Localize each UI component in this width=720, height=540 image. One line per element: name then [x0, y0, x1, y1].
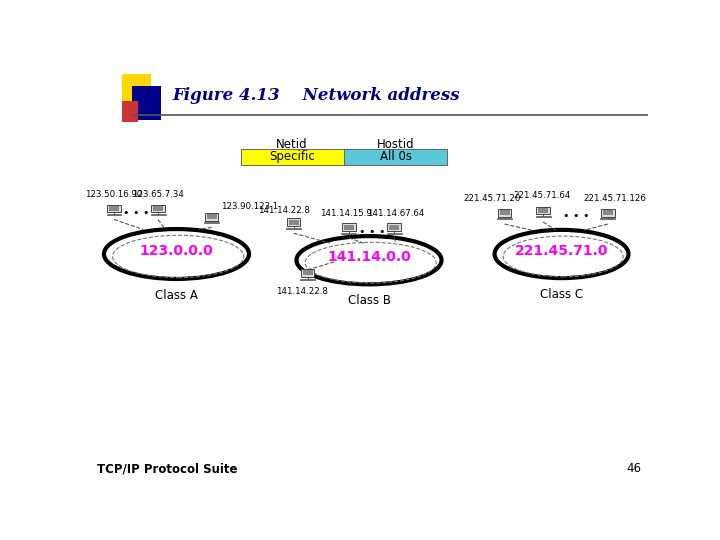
- FancyBboxPatch shape: [341, 233, 356, 234]
- Text: 123.65.7.34: 123.65.7.34: [132, 190, 184, 199]
- FancyBboxPatch shape: [300, 279, 315, 280]
- Text: Netid: Netid: [276, 138, 308, 151]
- Text: 123.50.16.90: 123.50.16.90: [86, 190, 143, 199]
- FancyBboxPatch shape: [204, 222, 219, 224]
- FancyBboxPatch shape: [500, 210, 510, 215]
- FancyBboxPatch shape: [132, 85, 161, 120]
- FancyBboxPatch shape: [601, 209, 615, 217]
- FancyBboxPatch shape: [287, 228, 301, 229]
- Ellipse shape: [495, 230, 629, 278]
- Text: Specific: Specific: [269, 150, 315, 163]
- FancyBboxPatch shape: [344, 149, 447, 165]
- Text: • • •: • • •: [359, 227, 385, 237]
- Text: 221.45.71.20: 221.45.71.20: [463, 194, 521, 203]
- FancyBboxPatch shape: [109, 206, 119, 211]
- Text: 141.14.67.64: 141.14.67.64: [367, 209, 425, 218]
- FancyBboxPatch shape: [240, 149, 344, 165]
- Text: Class B: Class B: [348, 294, 390, 307]
- Text: Figure 4.13    Network address: Figure 4.13 Network address: [173, 87, 460, 104]
- FancyBboxPatch shape: [122, 100, 138, 122]
- Text: 46: 46: [626, 462, 642, 475]
- FancyBboxPatch shape: [498, 209, 511, 217]
- Text: Class C: Class C: [540, 288, 583, 301]
- FancyBboxPatch shape: [387, 233, 402, 234]
- FancyBboxPatch shape: [536, 216, 551, 217]
- FancyBboxPatch shape: [150, 214, 166, 215]
- FancyBboxPatch shape: [538, 208, 548, 213]
- FancyBboxPatch shape: [389, 225, 399, 230]
- Text: 141.14.22.8: 141.14.22.8: [276, 287, 328, 296]
- Ellipse shape: [297, 236, 441, 285]
- Text: 221.45.71.0: 221.45.71.0: [515, 244, 608, 258]
- FancyBboxPatch shape: [122, 75, 151, 109]
- Text: Class A: Class A: [155, 289, 198, 302]
- Text: 221.45.71.64: 221.45.71.64: [513, 191, 571, 200]
- FancyBboxPatch shape: [536, 207, 550, 214]
- Text: 141.14.22.8: 141.14.22.8: [258, 206, 310, 215]
- Text: 141.14.15.9: 141.14.15.9: [320, 209, 372, 218]
- FancyBboxPatch shape: [153, 206, 163, 211]
- Text: 141.14.0.0: 141.14.0.0: [327, 250, 411, 264]
- FancyBboxPatch shape: [205, 213, 218, 221]
- Text: 123.0.0.0: 123.0.0.0: [140, 244, 213, 258]
- FancyBboxPatch shape: [302, 271, 312, 275]
- FancyBboxPatch shape: [107, 214, 122, 215]
- FancyBboxPatch shape: [387, 224, 401, 231]
- FancyBboxPatch shape: [287, 218, 300, 226]
- FancyBboxPatch shape: [301, 269, 315, 277]
- FancyBboxPatch shape: [342, 224, 356, 231]
- FancyBboxPatch shape: [289, 220, 299, 225]
- Text: TCP/IP Protocol Suite: TCP/IP Protocol Suite: [96, 462, 237, 475]
- Text: 123.90.123.1: 123.90.123.1: [221, 201, 279, 211]
- FancyBboxPatch shape: [107, 205, 121, 212]
- Text: 221.45.71.126: 221.45.71.126: [583, 194, 646, 203]
- FancyBboxPatch shape: [344, 225, 354, 230]
- FancyBboxPatch shape: [207, 214, 217, 219]
- FancyBboxPatch shape: [151, 205, 165, 212]
- Ellipse shape: [104, 229, 249, 279]
- Text: • • •: • • •: [122, 208, 149, 218]
- FancyBboxPatch shape: [498, 218, 512, 219]
- FancyBboxPatch shape: [600, 218, 616, 219]
- Text: Hostid: Hostid: [377, 138, 415, 151]
- Text: All 0s: All 0s: [379, 150, 412, 163]
- FancyBboxPatch shape: [603, 210, 613, 215]
- Text: • • •: • • •: [563, 211, 590, 221]
